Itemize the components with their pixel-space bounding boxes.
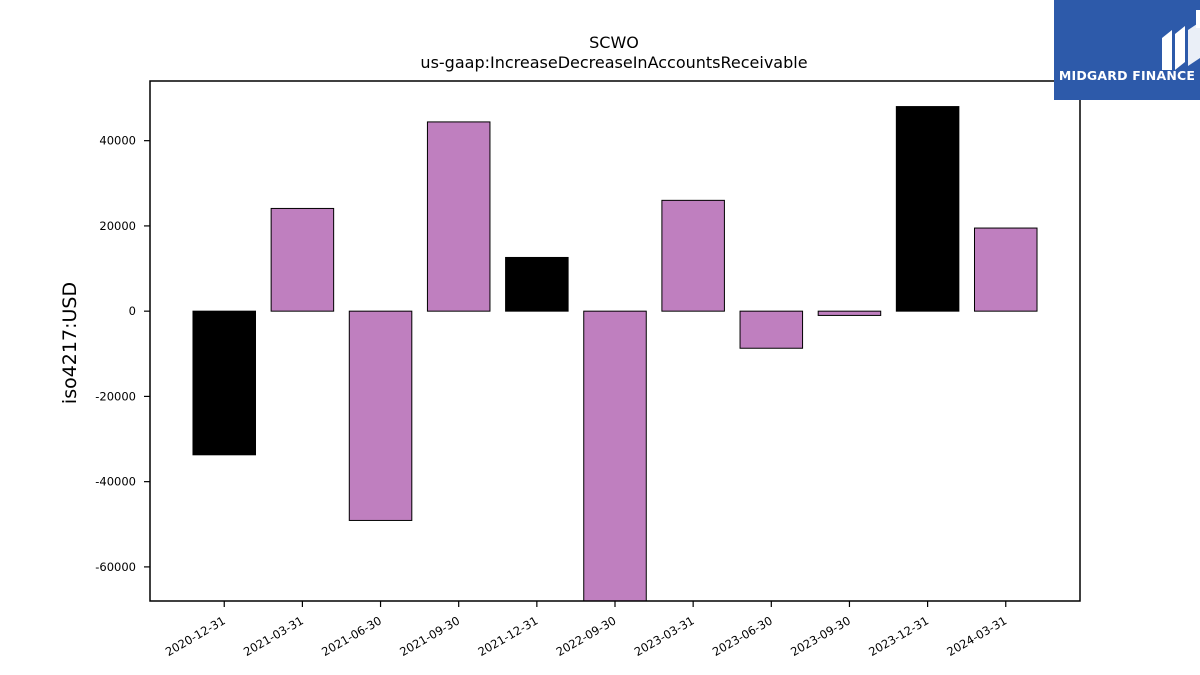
bar-2022-09-30 [583,310,647,602]
x-tick-label: 2020-12-31 [163,613,228,659]
y-tick-label: -40000 [95,475,136,489]
y-tick-label: 0 [129,304,136,318]
x-tick-label: 2021-09-30 [397,613,462,659]
x-tick-label: 2023-03-31 [632,613,697,659]
bar-2023-12-31 [895,106,960,312]
x-tick-label: 2023-12-31 [866,613,931,659]
midgard-logo-icon [1162,10,1200,70]
chart-subtitle: us-gaap:IncreaseDecreaseInAccountsReceiv… [420,53,807,72]
bar-2023-09-30 [817,310,882,316]
x-ticks-group: 2020-12-31 2021-03-31 2021-06-30 2021-09-30… [163,601,1009,659]
y-tick-label: 40000 [99,134,136,148]
bars-group [192,106,1038,602]
logo-text: MIDGARD FINANCE [1058,68,1196,83]
bar-2021-06-30 [348,310,413,521]
y-tick-label: 20000 [99,219,136,233]
bar-2020-12-31 [192,310,257,456]
bar-2021-09-30 [426,121,491,312]
x-tick-label: 2021-12-31 [475,613,540,659]
y-tick-label: -60000 [95,560,136,574]
bar-2023-06-30 [739,310,804,349]
bar-2021-12-31 [505,256,569,312]
y-ticks-group: -60000 -40000 -20000 0 20000 40000 [95,134,150,574]
chart-title: SCWO [589,33,639,52]
x-tick-label: 2022-09-30 [554,613,619,659]
bar-2021-03-31 [270,207,335,312]
y-axis-label: iso4217:USD [59,282,81,404]
midgard-finance-logo: MIDGARD FINANCE [1054,0,1200,100]
x-tick-label: 2023-06-30 [710,613,775,659]
plot-frame [149,80,1081,602]
bar-2023-03-31 [661,199,725,312]
x-tick-label: 2021-03-31 [241,613,306,659]
y-tick-label: -20000 [95,389,136,403]
bar-2024-03-31 [973,227,1038,312]
x-tick-label: 2023-09-30 [788,613,853,659]
x-tick-label: 2024-03-31 [944,613,1009,659]
x-tick-label: 2021-06-30 [319,613,384,659]
